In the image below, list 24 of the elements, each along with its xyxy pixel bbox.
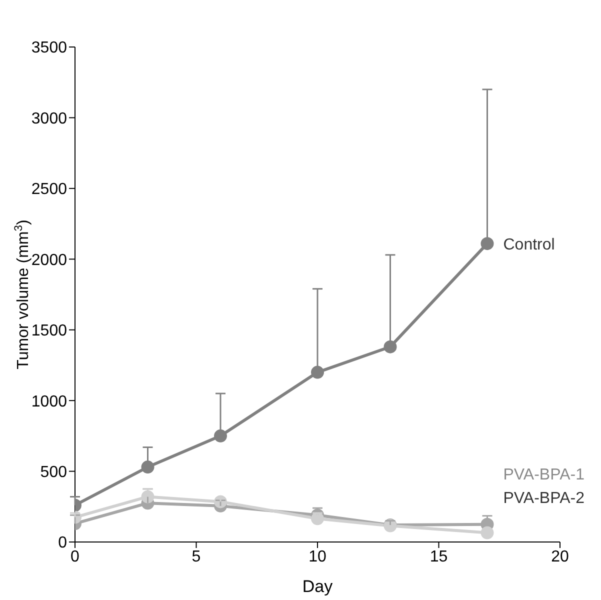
x-tick-label: 10: [308, 548, 326, 566]
text: PVA-BPA-1: [503, 466, 585, 484]
x-axis-title: Day: [302, 577, 334, 596]
y-tick-label: 500: [40, 464, 68, 481]
point: [311, 512, 324, 526]
point: [480, 526, 494, 540]
point: [384, 340, 397, 354]
y-tick-label: 3000: [31, 110, 68, 128]
point: [311, 366, 324, 379]
y-tick-label: 1500: [31, 322, 68, 340]
y-tick-label: 1000: [31, 393, 68, 410]
point: [141, 460, 154, 474]
point: [480, 237, 494, 250]
x-tick-label: 5: [192, 548, 201, 566]
series-label: Control: [503, 236, 555, 254]
y-tick-label: 2000: [31, 252, 68, 269]
x-tick-label: 20: [551, 548, 569, 566]
y-tick-label: 2500: [31, 181, 68, 198]
x-tick-label: 15: [430, 548, 448, 566]
y-tick-label: 0: [58, 534, 68, 552]
point: [214, 429, 227, 442]
y-tick-label: 3500: [31, 40, 68, 57]
series-label: PVA-BPA-2: [503, 490, 585, 507]
x-tick-label: 0: [70, 548, 80, 566]
